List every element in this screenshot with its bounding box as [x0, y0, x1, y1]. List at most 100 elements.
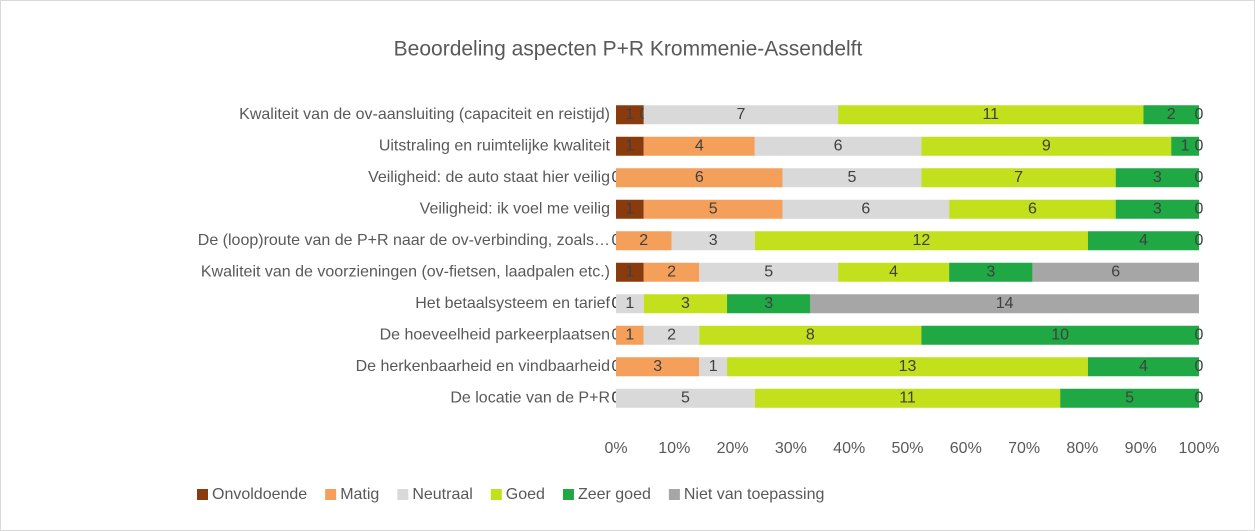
legend-swatch	[490, 489, 502, 500]
bar-segment	[921, 325, 1199, 345]
bar-segment	[616, 105, 644, 125]
bar-segment	[616, 231, 672, 251]
bar-segment	[616, 199, 644, 219]
bar-segment	[699, 357, 728, 377]
bar-segment	[1087, 357, 1199, 377]
bar-segment	[754, 388, 1061, 408]
bar-segment	[782, 168, 922, 188]
bar-segment	[643, 199, 783, 219]
y-tick-label: Uitstraling en ruimtelijke kwaliteit	[379, 137, 611, 154]
data-label: 13	[899, 358, 917, 375]
data-label: 3	[709, 232, 718, 249]
bar-segment	[616, 325, 644, 345]
data-label: 14	[996, 295, 1014, 312]
data-label: 3	[1153, 169, 1162, 186]
bar-segment	[616, 294, 644, 314]
bar-segment	[727, 357, 1088, 377]
data-label: 2	[667, 263, 676, 280]
data-label: 5	[709, 200, 718, 217]
y-tick-label: Het betaalsysteem en tarief	[415, 295, 610, 312]
bar-segment	[838, 262, 950, 282]
legend-label: Onvoldoende	[212, 486, 307, 503]
bar-segment	[616, 357, 700, 377]
data-label: 0	[1195, 106, 1204, 123]
data-label: 0	[1195, 389, 1204, 406]
bar-segment	[671, 231, 755, 251]
data-label: 6	[1111, 263, 1120, 280]
legend-label: Goed	[506, 486, 545, 503]
bar-segment	[1115, 199, 1199, 219]
bar-segment	[699, 325, 922, 345]
data-label: 0	[1195, 326, 1204, 343]
chart-title: Beoordeling aspecten P+R Krommenie-Assen…	[394, 38, 863, 61]
data-label: 9	[1042, 137, 1051, 154]
data-label: 3	[1153, 200, 1162, 217]
data-label: 5	[764, 263, 773, 280]
data-label: 1	[1181, 137, 1190, 154]
x-tick-label: 10%	[658, 440, 690, 457]
x-tick-label: 40%	[833, 440, 865, 457]
data-label: 10	[1051, 326, 1069, 343]
y-tick-label: De hoeveelheid parkeerplaatsen	[380, 326, 610, 343]
data-label: 1	[625, 106, 634, 123]
data-label: 7	[736, 106, 745, 123]
data-label: 1	[625, 137, 634, 154]
legend-label: Matig	[340, 486, 379, 503]
data-label: 6	[861, 200, 870, 217]
bar-segment	[616, 168, 783, 188]
legend-swatch	[562, 489, 574, 500]
bar-segment	[616, 262, 644, 282]
bar-segment	[949, 262, 1033, 282]
bar-segment	[1060, 388, 1199, 408]
data-label: 0	[1195, 232, 1204, 249]
bar-segment	[754, 231, 1088, 251]
bar-segment	[1032, 262, 1199, 282]
data-label: 1	[625, 200, 634, 217]
legend-label: Zeer goed	[578, 486, 651, 503]
data-label: 8	[806, 326, 815, 343]
bar-segment	[643, 136, 755, 156]
bar-segment	[921, 168, 1116, 188]
data-label: 1	[625, 263, 634, 280]
bar-segment	[810, 294, 1199, 314]
legend-label: Niet van toepassing	[684, 486, 825, 503]
y-tick-label: Kwaliteit van de voorzieningen (ov-fiets…	[201, 263, 610, 280]
legend-label: Neutraal	[412, 486, 472, 503]
bar-segment	[1115, 168, 1199, 188]
data-label: 0	[1195, 358, 1204, 375]
bar-segment	[643, 294, 728, 314]
data-label: 0	[1195, 137, 1204, 154]
data-label: 11	[982, 106, 999, 123]
x-tick-label: 70%	[1008, 440, 1040, 457]
bar-segment	[616, 136, 644, 156]
x-tick-label: 100%	[1179, 440, 1220, 457]
data-label: 0	[1195, 169, 1204, 186]
bar-segment	[1143, 105, 1199, 125]
data-label: 3	[986, 263, 995, 280]
data-label: 4	[695, 137, 704, 154]
data-label: 1	[709, 358, 718, 375]
x-tick-label: 30%	[775, 440, 807, 457]
bar-segment	[616, 388, 755, 408]
bar-segment	[921, 136, 1172, 156]
data-label: 3	[653, 358, 662, 375]
legend-swatch	[325, 489, 337, 500]
data-label: 6	[834, 137, 843, 154]
data-label: 6	[695, 169, 704, 186]
bar-segment	[1171, 136, 1199, 156]
bar-segment	[782, 199, 950, 219]
y-tick-label: De locatie van de P+R	[450, 389, 610, 406]
data-label: 0	[1195, 200, 1204, 217]
bar-segment	[949, 199, 1116, 219]
data-label: 5	[1125, 389, 1134, 406]
data-label: 3	[764, 295, 773, 312]
bar-segment	[643, 105, 839, 125]
data-label: 2	[639, 232, 648, 249]
data-label: 2	[667, 326, 676, 343]
x-tick-label: 60%	[950, 440, 982, 457]
legend-swatch	[197, 489, 208, 500]
data-label: 7	[1014, 169, 1023, 186]
data-label: 5	[848, 169, 857, 186]
